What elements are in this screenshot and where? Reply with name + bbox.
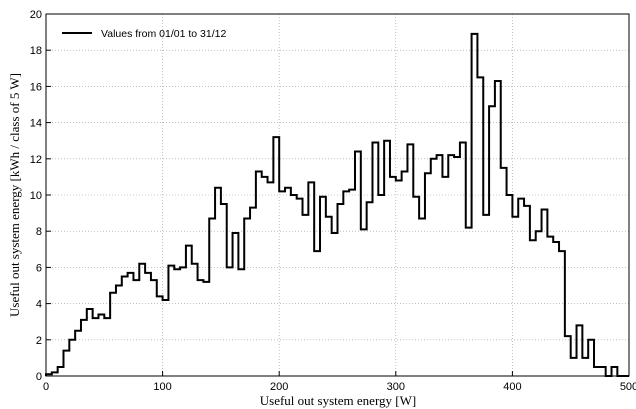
y-axis-tick-labels: 0 2 4 6 8 10 12 14 16 18 20 xyxy=(30,9,42,383)
y-tick-label: 14 xyxy=(30,118,42,130)
series-line xyxy=(45,32,629,377)
y-tick-label: 16 xyxy=(30,81,42,93)
y-tick-label: 6 xyxy=(36,262,42,274)
legend-entry: Values from 01/01 to 31/12 xyxy=(101,28,226,40)
legend: Values from 01/01 to 31/12 xyxy=(62,28,226,40)
x-tick-label: 400 xyxy=(503,381,521,393)
x-axis-title: Useful out system energy [W] xyxy=(260,393,416,408)
x-tick-label: 500 xyxy=(620,381,636,393)
y-axis-title: Useful out system energy [kWh / class of… xyxy=(7,73,22,317)
y-tick-label: 4 xyxy=(36,299,42,311)
x-tick-label: 200 xyxy=(270,381,288,393)
x-tick-label: 300 xyxy=(387,381,405,393)
y-tick-label: 8 xyxy=(36,226,42,238)
axis-ticks xyxy=(45,13,630,377)
x-tick-label: 100 xyxy=(153,381,171,393)
y-tick-label: 2 xyxy=(36,335,42,347)
x-axis-tick-labels: 0 100 200 300 400 500 xyxy=(43,381,636,393)
y-tick-label: 18 xyxy=(30,45,42,57)
y-tick-label: 12 xyxy=(30,154,42,166)
x-tick-label: 0 xyxy=(43,381,49,393)
y-tick-label: 20 xyxy=(30,9,42,21)
y-tick-label: 10 xyxy=(30,190,42,202)
y-tick-label: 0 xyxy=(36,371,42,383)
